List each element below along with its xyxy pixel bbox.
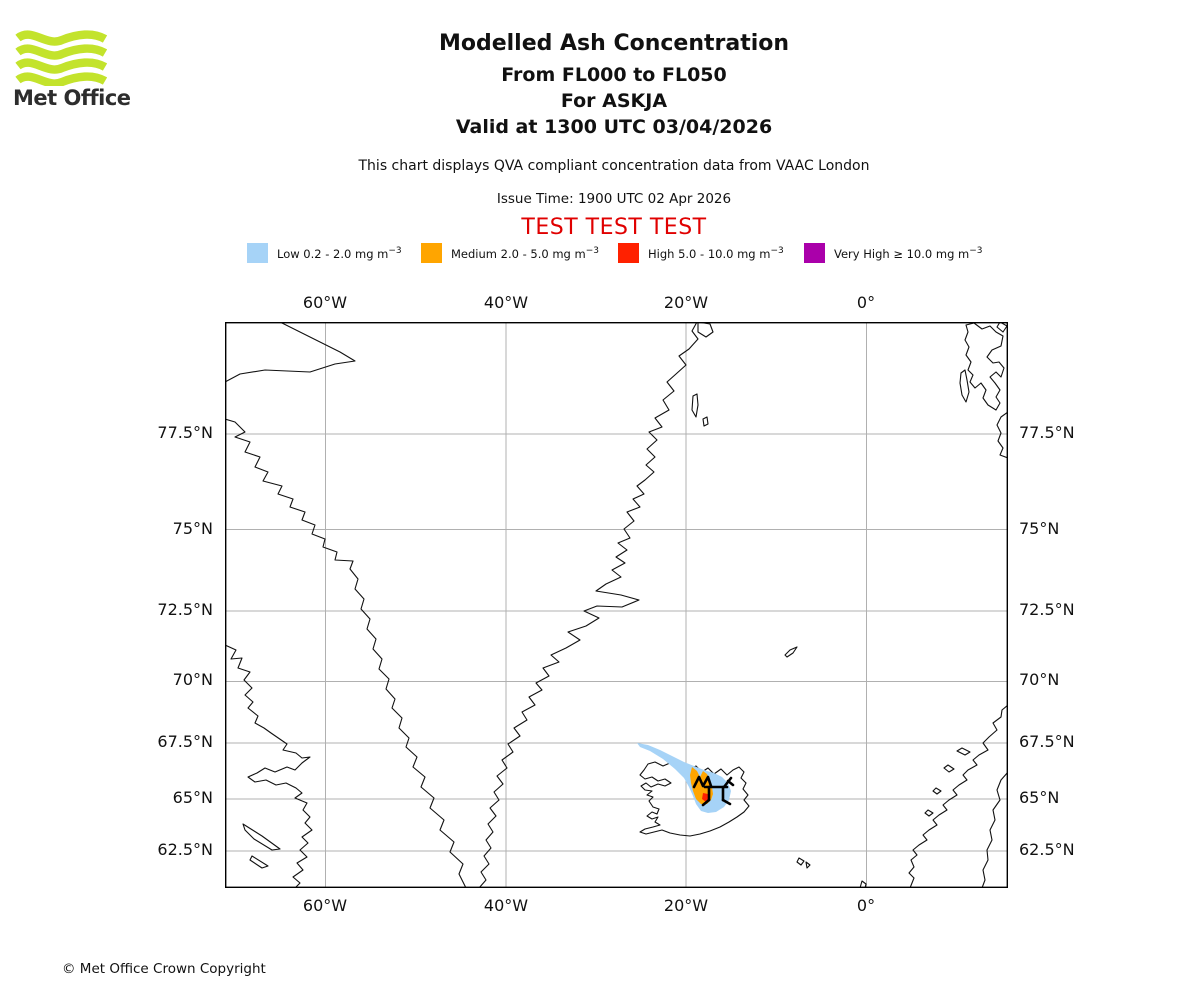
legend-item-low: Low 0.2 - 2.0 mg m−3	[247, 243, 402, 263]
lat-label-right-77-5n: 77.5°N	[1019, 423, 1075, 442]
lat-label-right-75n: 75°N	[1019, 519, 1060, 538]
met-office-logo-text: Met Office	[13, 86, 131, 110]
ash-low-polygon	[637, 743, 731, 813]
jan-mayen-island	[784, 646, 798, 658]
ne-greenland-islands	[691, 322, 714, 427]
lat-label-left-65n: 65°N	[172, 788, 213, 807]
issue-time: Issue Time: 1900 UTC 02 Apr 2026	[496, 191, 732, 207]
norway-coastal-islands	[924, 747, 971, 817]
legend-item-medium: Medium 2.0 - 5.0 mg m−3	[421, 243, 599, 263]
chart-description: This chart displays QVA compliant concen…	[358, 158, 870, 174]
lon-label-top-60w: 60°W	[302, 293, 348, 312]
subtitle-flight-levels: From FL000 to FL050	[501, 64, 727, 86]
faroe-islands	[796, 857, 811, 869]
graticule-grid	[225, 322, 1008, 888]
legend-swatch-medium	[421, 243, 442, 263]
legend-swatch-low	[247, 243, 268, 263]
lat-label-right-65n: 65°N	[1019, 788, 1060, 807]
lat-label-left-75n: 75°N	[172, 519, 213, 538]
lat-label-right-72-5n: 72.5°N	[1019, 600, 1075, 619]
lon-label-bottom-40w: 40°W	[483, 896, 529, 915]
lat-label-left-70n: 70°N	[172, 670, 213, 689]
volcano-eruption-icon	[692, 775, 735, 807]
test-banner: TEST TEST TEST	[521, 215, 707, 240]
ash-map	[225, 322, 1008, 888]
lat-label-left-77-5n: 77.5°N	[157, 423, 213, 442]
lat-label-right-67-5n: 67.5°N	[1019, 732, 1075, 751]
legend-swatch-very-high	[804, 243, 825, 263]
subtitle-valid-time: Valid at 1300 UTC 03/04/2026	[455, 116, 773, 138]
svalbard-west-island	[959, 369, 970, 403]
lon-label-bottom-60w: 60°W	[302, 896, 348, 915]
lon-label-bottom-0: 0°	[856, 896, 876, 915]
subtitle-volcano: For ASKJA	[560, 90, 668, 112]
page-title: Modelled Ash Concentration	[438, 31, 790, 56]
shetland-island	[859, 880, 867, 888]
lat-label-left-72-5n: 72.5°N	[157, 600, 213, 619]
lat-label-left-62-5n: 62.5°N	[157, 840, 213, 859]
lon-label-top-40w: 40°W	[483, 293, 529, 312]
coastlines	[225, 322, 1008, 888]
legend-label-medium: Medium 2.0 - 5.0 mg m−3	[451, 245, 599, 261]
legend-label-very-high: Very High ≥ 10.0 mg m−3	[834, 245, 983, 261]
lon-label-top-0: 0°	[856, 293, 876, 312]
legend-swatch-high	[618, 243, 639, 263]
legend-label-high: High 5.0 - 10.0 mg m−3	[648, 245, 784, 261]
lon-label-bottom-20w: 20°W	[663, 896, 709, 915]
lat-label-right-62-5n: 62.5°N	[1019, 840, 1075, 859]
legend-item-very-high: Very High ≥ 10.0 mg m−3	[804, 243, 983, 263]
baffin-island-coastline	[225, 644, 313, 888]
iceland-coastline	[639, 761, 750, 837]
lat-label-left-67-5n: 67.5°N	[157, 732, 213, 751]
baffin-islands-small	[242, 823, 281, 869]
svalbard-coastline	[964, 322, 1005, 411]
map-frame	[225, 322, 1008, 888]
legend-item-high: High 5.0 - 10.0 mg m−3	[618, 243, 784, 263]
norway-coastline	[908, 704, 1008, 888]
legend-label-low: Low 0.2 - 2.0 mg m−3	[277, 245, 402, 261]
copyright-text: © Met Office Crown Copyright	[62, 961, 266, 977]
svalbard-east-island	[996, 322, 1008, 459]
met-office-logo-icon	[15, 30, 107, 86]
greenland-coastline	[225, 322, 699, 888]
lon-label-top-20w: 20°W	[663, 293, 709, 312]
norway-sweden-border-line	[981, 771, 1008, 888]
lat-label-right-70n: 70°N	[1019, 670, 1060, 689]
ash-overlays	[637, 743, 731, 813]
